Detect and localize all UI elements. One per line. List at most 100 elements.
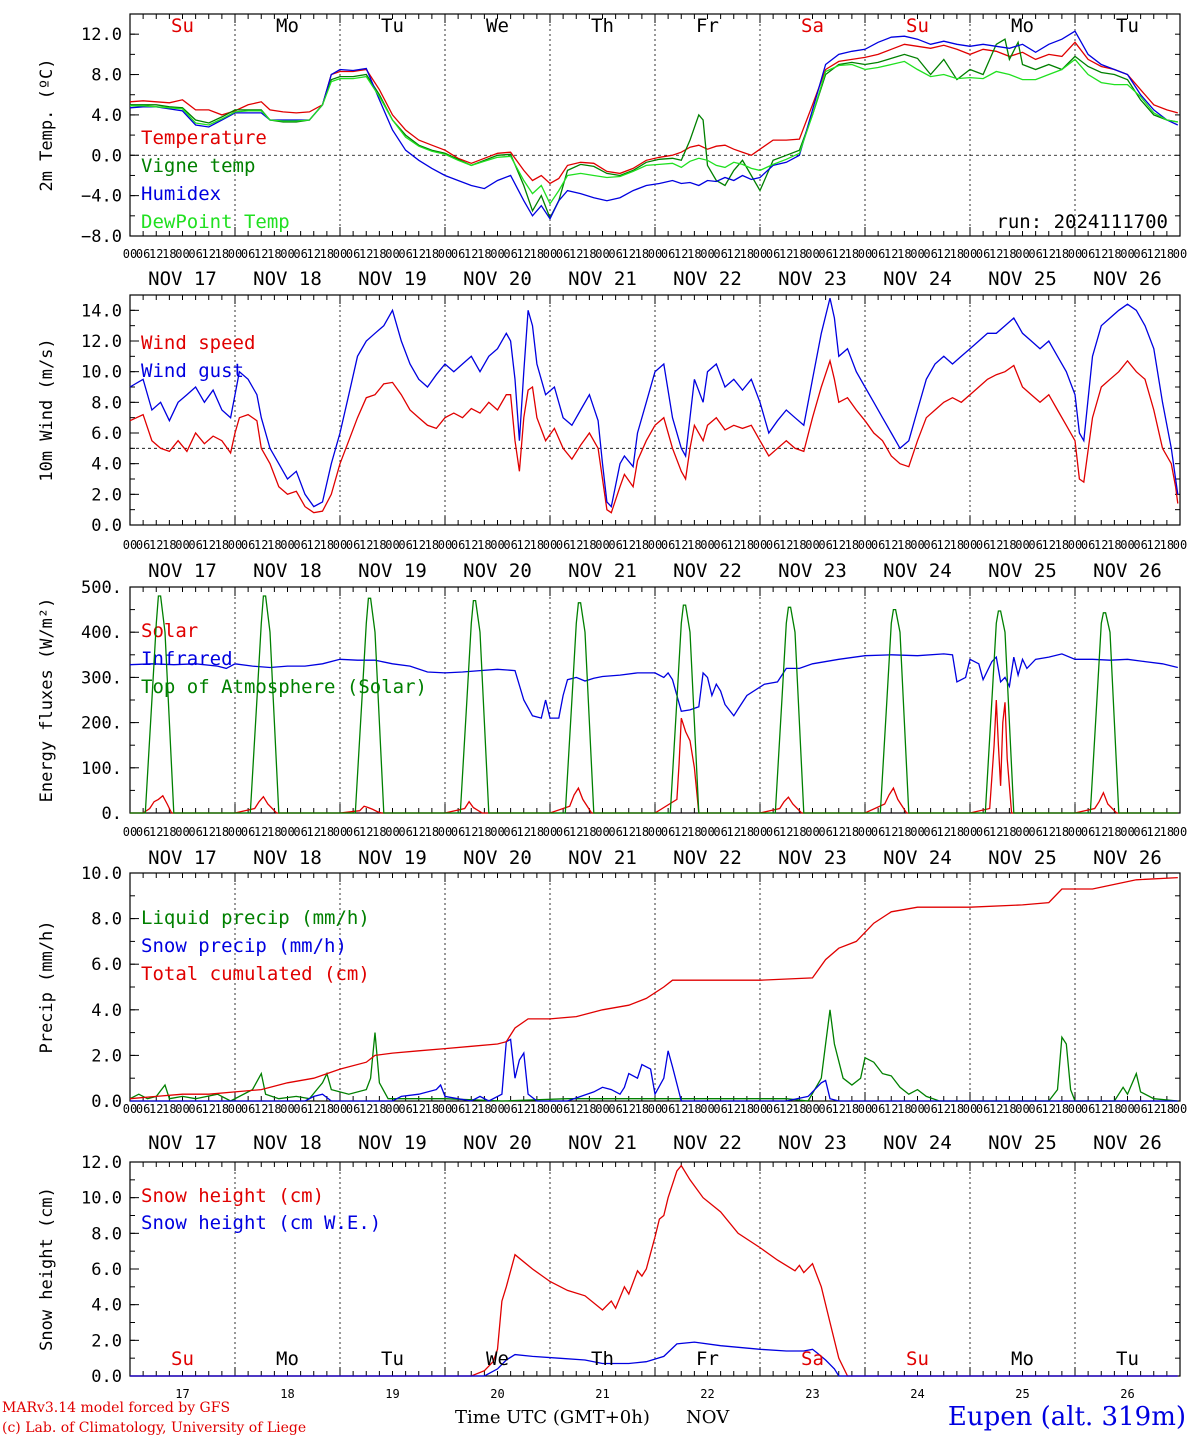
x-hour-label: 06 bbox=[346, 825, 360, 839]
series-line-dewpoint-temp bbox=[130, 58, 1178, 206]
x-hour-label: 06 bbox=[661, 247, 675, 261]
x-hour-label: 12 bbox=[727, 538, 741, 552]
x-hour-label: 12 bbox=[779, 825, 793, 839]
x-hour-label: 06 bbox=[1028, 247, 1042, 261]
x-hour-label: 00 bbox=[910, 247, 924, 261]
x-hour-label: 18 bbox=[1107, 538, 1121, 552]
x-hour-label: 18 bbox=[1002, 1102, 1016, 1116]
x-hour-label: 00 bbox=[858, 1102, 872, 1116]
x-hour-label: 12 bbox=[1094, 1102, 1108, 1116]
x-hour-label: 12 bbox=[937, 247, 951, 261]
x-hour-label: 12 bbox=[254, 1102, 268, 1116]
x-hour-label: 12 bbox=[359, 247, 373, 261]
x-hour-label: 06 bbox=[923, 825, 937, 839]
x-hour-label: 06 bbox=[451, 247, 465, 261]
y-tick-label: 4.0 bbox=[91, 455, 122, 475]
x-day-label: NOV 24 bbox=[883, 560, 952, 582]
x-hour-label: 06 bbox=[713, 247, 727, 261]
x-day-label: NOV 23 bbox=[778, 560, 847, 582]
x-hour-label: 12 bbox=[832, 247, 846, 261]
x-hour-label: 12 bbox=[307, 247, 321, 261]
x-hour-label: 18 bbox=[530, 825, 544, 839]
x-hour-label: 00 bbox=[963, 825, 977, 839]
day-number-label: 21 bbox=[595, 1387, 609, 1401]
x-hour-label: 18 bbox=[215, 1102, 229, 1116]
series-line-liquid-precip-mm-h- bbox=[129, 1009, 1178, 1102]
x-hour-label: 06 bbox=[1028, 1102, 1042, 1116]
x-hour-label: 06 bbox=[871, 538, 885, 552]
x-hour-label: 18 bbox=[845, 247, 859, 261]
x-hour-label: 06 bbox=[871, 825, 885, 839]
weekday-label: Th bbox=[591, 15, 614, 37]
x-hour-label: 18 bbox=[1055, 1102, 1069, 1116]
x-day-label: NOV 17 bbox=[148, 560, 217, 582]
x-hour-label: 00 bbox=[1015, 538, 1029, 552]
x-hour-label: 06 bbox=[293, 247, 307, 261]
x-hour-label: 18 bbox=[162, 1102, 176, 1116]
x-day-label: NOV 17 bbox=[148, 847, 217, 869]
x-hour-label: 00 bbox=[648, 538, 662, 552]
x-hour-label: 18 bbox=[162, 247, 176, 261]
y-tick-label: 8.0 bbox=[91, 393, 122, 413]
x-hour-label: 00 bbox=[648, 1102, 662, 1116]
x-hour-label: 18 bbox=[582, 247, 596, 261]
x-hour-label: 06 bbox=[713, 825, 727, 839]
legend-entry: Snow height (cm) bbox=[141, 1185, 324, 1207]
x-hour-label: 06 bbox=[503, 247, 517, 261]
x-hour-label: 00 bbox=[858, 825, 872, 839]
x-hour-label: 12 bbox=[464, 1102, 478, 1116]
y-tick-label: 0.0 bbox=[91, 1092, 122, 1112]
x-hour-label: 00 bbox=[963, 538, 977, 552]
series-line-snow-height-cm- bbox=[130, 1164, 1178, 1377]
x-hour-label: 00 bbox=[1068, 247, 1082, 261]
x-hour-label: 06 bbox=[136, 247, 150, 261]
x-hour-label: 12 bbox=[1147, 1102, 1161, 1116]
x-hour-label: 00 bbox=[595, 1102, 609, 1116]
x-hour-label: 00 bbox=[1120, 538, 1134, 552]
x-hour-label: 18 bbox=[897, 1102, 911, 1116]
x-hour-label: 18 bbox=[792, 247, 806, 261]
x-day-label: NOV 23 bbox=[778, 847, 847, 869]
x-hour-label: 18 bbox=[897, 825, 911, 839]
x-hour-label: 00 bbox=[228, 825, 242, 839]
x-hour-label: 06 bbox=[1133, 1102, 1147, 1116]
x-hour-label: 18 bbox=[425, 538, 439, 552]
x-hour-label: 18 bbox=[267, 1102, 281, 1116]
weekday-label: Mo bbox=[276, 15, 299, 37]
x-day-label: NOV 22 bbox=[673, 1132, 742, 1154]
x-hour-label: 06 bbox=[818, 538, 832, 552]
x-hour-label: 12 bbox=[307, 538, 321, 552]
series-line-wind-gust bbox=[129, 297, 1179, 508]
x-hour-label: 12 bbox=[674, 247, 688, 261]
x-hour-label: 06 bbox=[976, 538, 990, 552]
x-hour-label: 06 bbox=[661, 538, 675, 552]
x-hour-label: 12 bbox=[779, 1102, 793, 1116]
x-hour-label: 06 bbox=[503, 1102, 517, 1116]
weekday-label: We bbox=[486, 15, 509, 37]
x-hour-label: 18 bbox=[215, 247, 229, 261]
x-hour-label: 00 bbox=[123, 247, 137, 261]
x-hour-label: 12 bbox=[1042, 247, 1056, 261]
x-hour-label: 12 bbox=[517, 538, 531, 552]
x-hour-label: 12 bbox=[149, 1102, 163, 1116]
weekday-label: Su bbox=[906, 1348, 929, 1370]
y-tick-label: 2.0 bbox=[91, 1331, 122, 1351]
x-hour-label: 18 bbox=[582, 825, 596, 839]
x-hour-label: 18 bbox=[1160, 247, 1174, 261]
x-day-label: NOV 18 bbox=[253, 268, 322, 290]
series-line-total-cumulated-cm- bbox=[129, 876, 1178, 1100]
x-hour-label: 12 bbox=[622, 538, 636, 552]
legend-entry: Infrared bbox=[141, 648, 233, 670]
x-hour-label: 00 bbox=[1068, 538, 1082, 552]
x-hour-label: 00 bbox=[1015, 825, 1029, 839]
x-hour-label: 12 bbox=[307, 825, 321, 839]
x-hour-label: 18 bbox=[687, 247, 701, 261]
x-hour-label: 18 bbox=[740, 825, 754, 839]
x-hour-label: 00 bbox=[1173, 247, 1187, 261]
x-hour-label: 06 bbox=[713, 538, 727, 552]
y-axis-label: Snow height (cm) bbox=[37, 1187, 57, 1351]
x-axis-month-label: NOV bbox=[686, 1407, 730, 1428]
y-tick-label: −4.0 bbox=[81, 187, 122, 207]
day-number-label: 19 bbox=[385, 1387, 399, 1401]
weekday-label: Tu bbox=[1116, 1348, 1139, 1370]
